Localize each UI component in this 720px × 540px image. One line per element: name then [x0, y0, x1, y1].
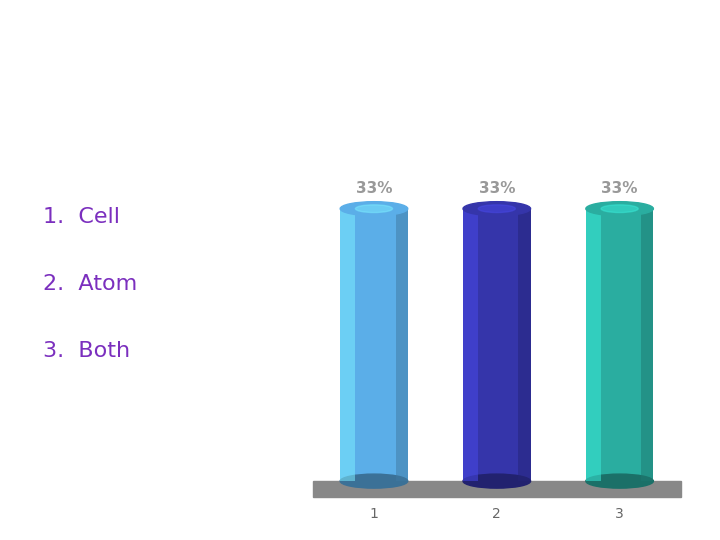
Text: 2.  Atom: 2. Atom	[43, 274, 138, 294]
Bar	[586, 208, 654, 481]
Bar	[340, 208, 355, 481]
Text: 33%: 33%	[356, 181, 392, 195]
Ellipse shape	[341, 201, 408, 215]
Bar	[463, 208, 531, 481]
Ellipse shape	[341, 474, 408, 488]
Text: 3: 3	[616, 507, 624, 521]
Polygon shape	[312, 481, 681, 497]
Text: 2: 2	[492, 507, 501, 521]
Bar	[586, 208, 600, 481]
Ellipse shape	[463, 201, 531, 215]
Bar	[642, 208, 654, 481]
Text: DNA is found inside of the: DNA is found inside of the	[73, 28, 647, 66]
Text: 1: 1	[369, 507, 379, 521]
Bar	[395, 208, 408, 481]
Text: 33%: 33%	[479, 181, 515, 195]
Ellipse shape	[463, 474, 531, 488]
Text: 1.  Cell: 1. Cell	[43, 207, 120, 227]
Ellipse shape	[601, 205, 638, 213]
Ellipse shape	[586, 201, 654, 215]
Text: nucleus of a:: nucleus of a:	[220, 94, 500, 133]
Text: 3.  Both: 3. Both	[43, 341, 130, 361]
Ellipse shape	[478, 205, 516, 213]
Bar	[340, 208, 408, 481]
Bar	[463, 208, 478, 481]
Ellipse shape	[586, 474, 654, 488]
Text: 33%: 33%	[601, 181, 638, 195]
Bar	[518, 208, 531, 481]
Ellipse shape	[356, 205, 392, 213]
